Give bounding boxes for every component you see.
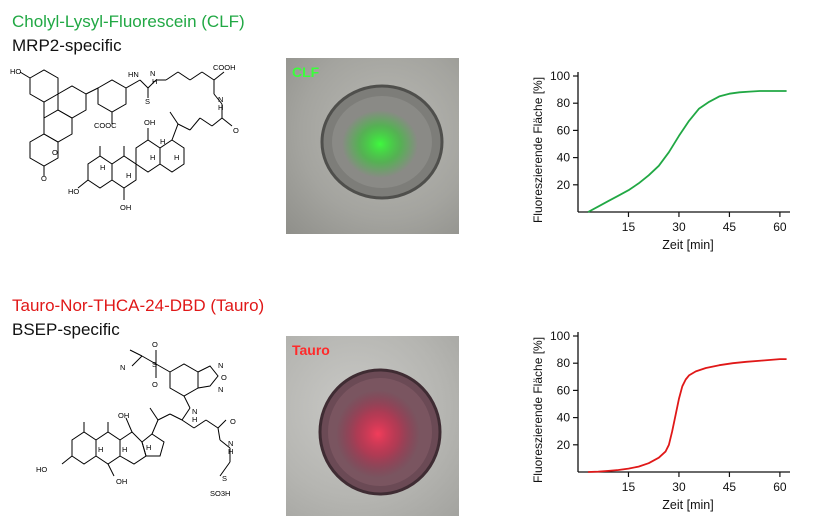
y-tick-label: 100 [550, 69, 570, 83]
x-tick-label: 45 [723, 220, 737, 234]
svg-text:COOH: COOH [213, 63, 236, 72]
tauro-structure-diagram: O S O N N O N N H OH N H O HO OH SO3H S … [36, 340, 236, 498]
tauro-time-course-chart: 20 40 60 80 100 15 30 45 60 Zeit [min] Fluoreszier… [531, 329, 790, 512]
series-line [588, 358, 787, 473]
svg-text:O: O [152, 380, 158, 389]
svg-text:S: S [152, 360, 157, 369]
svg-text:O: O [230, 417, 236, 426]
x-axis-label: Zeit [min] [662, 498, 713, 512]
svg-text:OH: OH [144, 118, 155, 127]
y-axis-label: Fluoreszierende Fläche [%] [531, 337, 545, 483]
x-tick-label: 30 [672, 220, 686, 234]
svg-text:HO: HO [68, 187, 79, 196]
svg-text:H: H [150, 153, 155, 162]
y-tick-label: 60 [557, 383, 571, 397]
svg-text:H: H [174, 153, 179, 162]
svg-text:O: O [152, 340, 158, 349]
y-tick-label: 20 [557, 178, 571, 192]
svg-text:HO: HO [36, 465, 47, 474]
svg-text:OH: OH [118, 411, 129, 420]
svg-text:H: H [126, 171, 131, 180]
svg-text:SO3H: SO3H [210, 489, 230, 498]
y-tick-label: 60 [557, 123, 571, 137]
svg-text:HN: HN [128, 70, 139, 79]
svg-text:N: N [150, 69, 155, 78]
svg-text:N: N [228, 439, 233, 448]
svg-text:H: H [152, 77, 157, 86]
y-axis-label: Fluoreszierende Fläche [%] [531, 77, 545, 223]
svg-text:H: H [146, 443, 151, 452]
svg-text:N: N [192, 407, 197, 416]
svg-text:N: N [120, 363, 125, 372]
clf-microscopy-image: CLF [286, 58, 459, 234]
svg-text:H: H [160, 137, 165, 146]
svg-text:N: N [218, 385, 223, 394]
svg-text:H: H [218, 103, 223, 112]
clf-photo-label: CLF [292, 64, 320, 80]
svg-text:H: H [98, 445, 103, 454]
svg-text:H: H [228, 447, 233, 456]
svg-text:O: O [221, 373, 227, 382]
series-line [587, 90, 787, 213]
y-tick-label: 80 [557, 356, 571, 370]
x-tick-label: 15 [622, 480, 636, 494]
svg-text:O: O [41, 174, 47, 183]
y-tick-label: 20 [557, 438, 571, 452]
x-tick-label: 45 [723, 480, 737, 494]
svg-text:N: N [218, 361, 223, 370]
x-tick-label: 60 [773, 480, 787, 494]
svg-text:O: O [52, 148, 58, 157]
clf-structure-diagram: HO O O COOC S HN N H COOH N H O OH HO OH… [10, 63, 239, 212]
x-tick-label: 60 [773, 220, 787, 234]
svg-text:S: S [145, 97, 150, 106]
svg-text:HO: HO [10, 67, 21, 76]
svg-text:N: N [218, 95, 223, 104]
y-tick-label: 40 [557, 151, 571, 165]
x-tick-label: 15 [622, 220, 636, 234]
y-tick-label: 80 [557, 96, 571, 110]
panel-1-subtitle: MRP2-specific [12, 36, 122, 55]
x-axis-label: Zeit [min] [662, 238, 713, 252]
tauro-photo-label: Tauro [292, 342, 330, 358]
svg-text:COOC: COOC [94, 121, 117, 130]
svg-text:OH: OH [116, 477, 127, 486]
svg-text:H: H [122, 445, 127, 454]
svg-text:H: H [100, 163, 105, 172]
svg-text:OH: OH [120, 203, 131, 212]
panel-1-title: Cholyl-Lysyl-Fluorescein (CLF) [12, 12, 245, 31]
clf-time-course-chart: 20 40 60 80 100 15 30 45 60 Zeit [min] Fluoreszier… [531, 69, 790, 252]
panel-2-title: Tauro-Nor-THCA-24-DBD (Tauro) [12, 296, 265, 315]
panel-2-subtitle: BSEP-specific [12, 320, 120, 339]
tauro-microscopy-image: Tauro [286, 336, 459, 516]
svg-text:H: H [192, 415, 197, 424]
svg-text:S: S [222, 474, 227, 483]
y-tick-label: 100 [550, 329, 570, 343]
y-tick-label: 40 [557, 411, 571, 425]
svg-text:O: O [233, 126, 239, 135]
x-tick-label: 30 [672, 480, 686, 494]
